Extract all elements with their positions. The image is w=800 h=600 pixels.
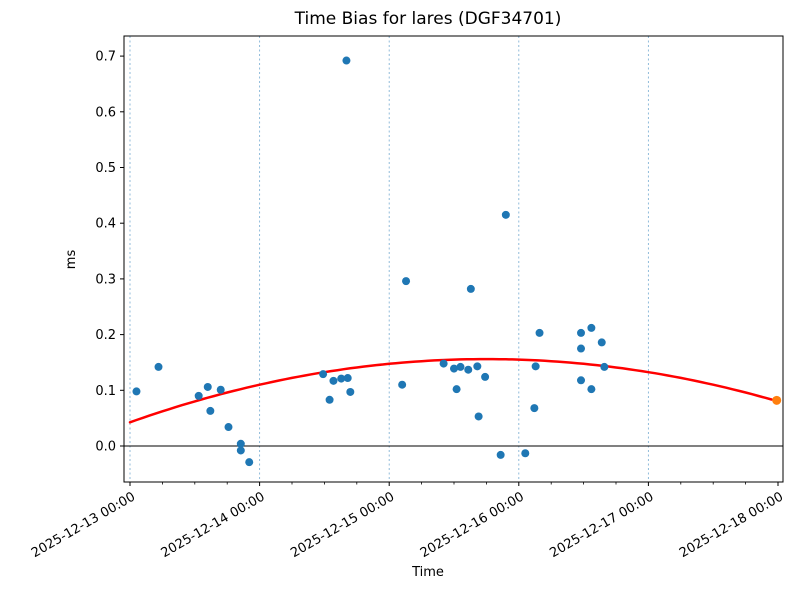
observations-point bbox=[346, 387, 355, 396]
observations-point bbox=[452, 385, 461, 394]
observations-point bbox=[236, 446, 245, 455]
y-tick-label: 0.4 bbox=[95, 217, 116, 232]
observations-point bbox=[206, 406, 215, 415]
observations-point bbox=[224, 423, 233, 432]
x-tick-label: 2025-12-16 00:00 bbox=[418, 489, 527, 561]
x-tick-label: 2025-12-14 00:00 bbox=[159, 489, 268, 561]
observations-point bbox=[329, 376, 338, 385]
observations-point bbox=[473, 362, 482, 371]
observations-point bbox=[496, 450, 505, 459]
x-tick-label: 2025-12-13 00:00 bbox=[29, 489, 138, 561]
observations-point bbox=[530, 404, 539, 413]
observations-point bbox=[216, 385, 225, 394]
observations-point bbox=[531, 362, 540, 371]
y-tick-label: 0.6 bbox=[95, 105, 116, 120]
y-axis-label: ms bbox=[64, 249, 80, 270]
y-tick-label: 0.0 bbox=[95, 440, 116, 455]
y-tick-label: 0.3 bbox=[95, 272, 116, 287]
observations-point bbox=[203, 382, 212, 391]
x-tick-label: 2025-12-18 00:00 bbox=[677, 489, 786, 561]
observations-point bbox=[402, 277, 411, 286]
observations-point bbox=[587, 385, 596, 394]
observations-point bbox=[236, 439, 245, 448]
observations-point bbox=[577, 344, 586, 353]
observations-point bbox=[501, 210, 510, 219]
observations-point bbox=[319, 370, 328, 379]
prediction-point bbox=[772, 395, 782, 405]
x-axis-label: Time bbox=[412, 565, 444, 580]
observations-point bbox=[521, 449, 530, 458]
observations-point bbox=[154, 362, 163, 371]
y-tick-label: 0.7 bbox=[95, 50, 116, 65]
observations-point bbox=[343, 374, 352, 383]
observations-point bbox=[535, 328, 544, 337]
y-tick-label: 0.5 bbox=[95, 161, 116, 176]
x-tick-label: 2025-12-17 00:00 bbox=[547, 489, 656, 561]
y-tick-label: 0.2 bbox=[95, 328, 116, 343]
observations-point bbox=[194, 391, 203, 400]
plot-frame bbox=[123, 35, 784, 483]
observations-point bbox=[450, 364, 458, 373]
fit-curve bbox=[128, 357, 773, 424]
chart-title: Time Bias for lares (DGF34701) bbox=[294, 9, 562, 29]
observations-point bbox=[600, 362, 609, 371]
observations-point bbox=[466, 284, 475, 293]
observations-point bbox=[481, 372, 490, 381]
observations-point bbox=[398, 380, 407, 389]
observations-point bbox=[342, 56, 351, 65]
observations-point bbox=[577, 328, 586, 337]
observations-point bbox=[577, 376, 586, 385]
y-tick-label: 0.1 bbox=[95, 384, 116, 399]
observations-point bbox=[439, 359, 448, 368]
observations-point bbox=[587, 323, 596, 332]
observations-point bbox=[464, 365, 473, 374]
observations-point bbox=[597, 338, 606, 347]
observations-point bbox=[456, 362, 465, 371]
observations-point bbox=[132, 387, 141, 396]
observations-point bbox=[245, 458, 254, 467]
observations-point bbox=[474, 412, 483, 421]
observations-point bbox=[325, 395, 334, 404]
x-tick-label: 2025-12-15 00:00 bbox=[288, 489, 397, 561]
observations-point bbox=[337, 374, 346, 383]
